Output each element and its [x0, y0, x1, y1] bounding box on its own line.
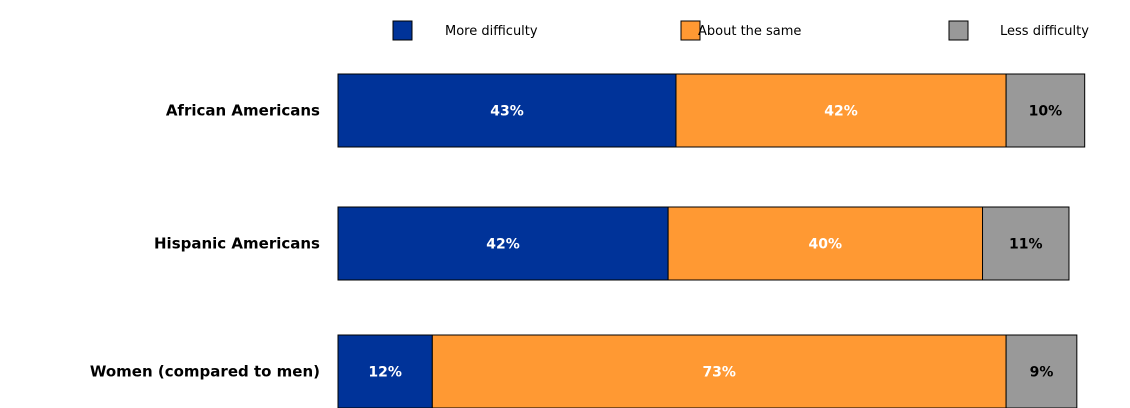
bar-segment-about-the-same	[667, 206, 984, 281]
category-label: Women (compared to men)	[90, 363, 320, 381]
legend-swatch	[948, 20, 969, 41]
data-label: 73%	[702, 365, 736, 381]
data-label: 12%	[368, 365, 402, 381]
bar-segment-more-difficulty	[337, 334, 433, 408]
bar-segment-less-difficulty	[982, 206, 1070, 281]
bars-area: African Americans 43% 42% 10% Hispanic Ameri…	[90, 73, 1086, 408]
legend-label: More difficulty	[445, 24, 538, 39]
bar-row-african-americans: African Americans 43% 42% 10%	[166, 73, 1086, 148]
legend-swatch	[392, 20, 413, 41]
data-label: 9%	[1030, 365, 1054, 381]
legend-item-about-the-same: About the same	[680, 20, 801, 41]
legend-item-less-difficulty: Less difficulty	[948, 20, 1089, 41]
legend-item-more-difficulty: More difficulty	[392, 20, 538, 41]
bar-row-women-compared-to-men: Women (compared to men) 12% 73% 9%	[90, 334, 1078, 408]
data-label: 11%	[1009, 237, 1043, 253]
legend-label: About the same	[698, 24, 801, 39]
data-label: 43%	[490, 104, 524, 120]
bar-segment-more-difficulty	[337, 73, 677, 148]
data-label: 42%	[824, 104, 858, 120]
category-label: African Americans	[166, 102, 320, 120]
legend-label: Less difficulty	[1000, 24, 1089, 39]
bar-segment-more-difficulty	[337, 206, 669, 281]
legend: More difficulty About the same Less diffic…	[392, 20, 1089, 41]
data-label: 10%	[1029, 104, 1063, 120]
bar-segment-less-difficulty	[1005, 73, 1086, 148]
category-label: Hispanic Americans	[154, 235, 320, 253]
legend-swatch	[680, 20, 701, 41]
bar-segment-about-the-same	[675, 73, 1007, 148]
bar-segment-less-difficulty	[1005, 334, 1078, 408]
data-label: 40%	[809, 237, 843, 253]
bar-row-hispanic-americans: Hispanic Americans 42% 40% 11%	[154, 206, 1070, 281]
data-label: 42%	[486, 237, 520, 253]
